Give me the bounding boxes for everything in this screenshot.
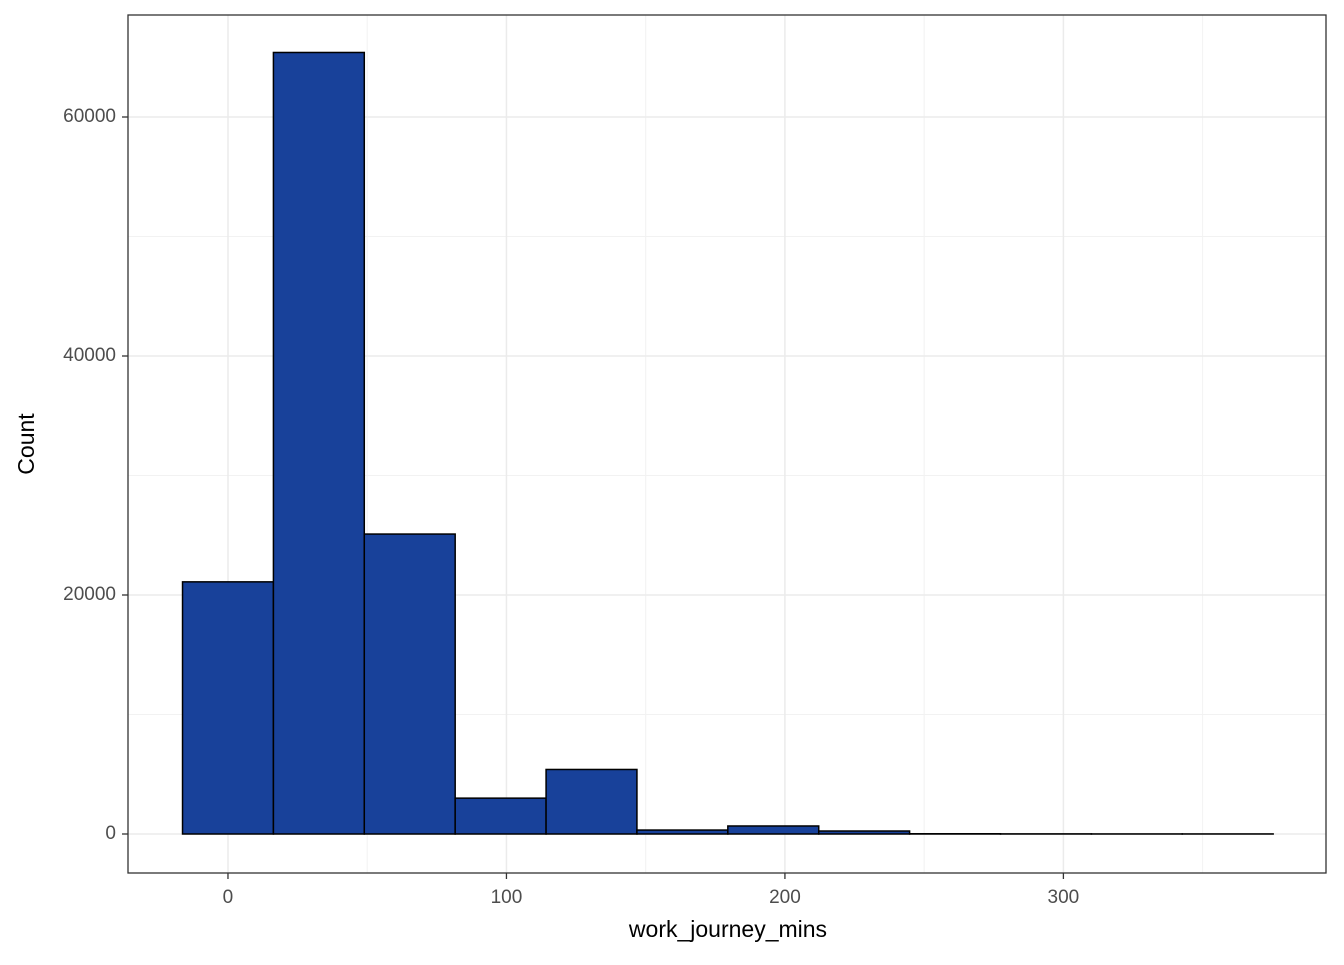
- bar: [728, 826, 819, 834]
- bar: [273, 52, 364, 834]
- y-tick-label: 40000: [63, 345, 116, 366]
- bar: [819, 831, 910, 834]
- bar: [455, 798, 546, 834]
- x-tick-label: 300: [1048, 887, 1080, 908]
- x-tick-label: 100: [491, 887, 523, 908]
- x-tick-label: 200: [769, 887, 801, 908]
- bar: [183, 582, 274, 834]
- y-tick-label: 20000: [63, 584, 116, 605]
- bar: [637, 830, 728, 834]
- y-tick-label: 0: [105, 823, 116, 844]
- bar: [364, 534, 455, 834]
- y-axis-title: Count: [13, 413, 39, 475]
- y-tick-label: 60000: [63, 106, 116, 127]
- bar: [546, 769, 637, 834]
- x-tick-label: 0: [223, 887, 234, 908]
- x-axis-title: work_journey_mins: [628, 916, 827, 942]
